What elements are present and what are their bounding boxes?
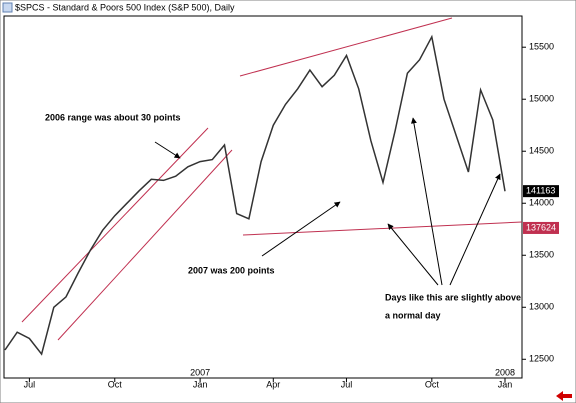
x-year-label: 2007 [190,367,210,377]
arrows [154,117,501,286]
x-tick-label: Jan [498,379,513,389]
annotation: a normal day [385,310,441,320]
y-tick-label: 15500 [529,42,554,52]
icon [2,2,13,13]
chart-title: $SPCS - Standard & Poors 500 Index (S&P … [15,2,235,12]
annotation: 2007 was 200 points [188,265,275,275]
price-marker [523,221,559,234]
x-year-label: 2008 [495,367,515,377]
x-tick-label: Jul [341,379,353,389]
channel-lower [57,149,233,341]
price-marker-label: 137624 [526,222,556,232]
price-line [4,34,506,356]
y-tick-label: 14500 [529,146,554,156]
arrow [387,223,439,286]
x-tick-label: Jan [193,379,208,389]
x-tick-label: Oct [425,379,440,389]
y-tick-label: 13000 [529,302,554,312]
plot-area [3,15,523,379]
y-tick-label: 12500 [529,354,554,364]
y-tick-label: 14000 [529,198,554,208]
title-bar [1,1,575,15]
channel-upper [21,127,209,323]
x-tick-label: Apr [266,379,280,389]
annotation: Days like this are slightly above [385,292,521,302]
arrow [449,173,501,286]
trend-lines [21,17,523,341]
price-marker [523,185,559,198]
x-tick-label: Oct [108,379,123,389]
wedge-upper [239,17,453,77]
arrow [410,117,443,286]
support-line [242,221,523,236]
y-tick-label: 15000 [529,94,554,104]
annotation: 2006 range was about 30 points [45,112,181,122]
y-tick-label: 13500 [529,250,554,260]
x-tick-label: Jul [24,379,36,389]
arrow [154,141,181,159]
scroll-arrow[interactable] [556,391,572,401]
arrow [261,201,341,257]
price-marker-label: 141163 [526,186,555,196]
